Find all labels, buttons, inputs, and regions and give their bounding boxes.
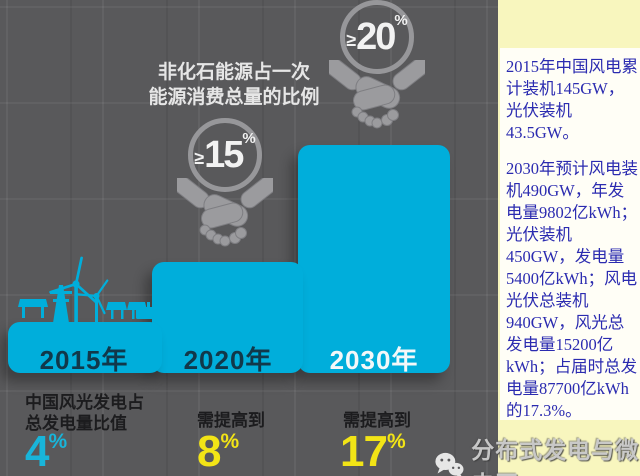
badge-ring (340, 0, 414, 74)
geq-symbol: ≥ (346, 29, 357, 50)
percent-symbol: % (394, 12, 408, 29)
wind-solar-skyline-icon (18, 256, 154, 323)
share-number: 17 (340, 427, 388, 476)
chart-title: 非化石能源占一次 能源消费总量的比例 (148, 60, 320, 110)
watermark: 分布式发电与微电网 (434, 431, 640, 476)
share-value-2030: 17% (340, 430, 406, 474)
footnote-share-2020: 需提高到 (197, 411, 265, 430)
footnote-share-2030: 需提高到 (343, 411, 411, 430)
footnote-line2: 总发电量比值 (25, 414, 127, 433)
share-number: 8 (197, 427, 222, 476)
bar-2020 (152, 262, 303, 373)
percent-symbol: % (242, 130, 256, 147)
share-value-2020: 8% (197, 430, 239, 474)
percent-symbol: % (386, 430, 406, 453)
percent-symbol: % (48, 430, 68, 453)
badge-text: ≥20% (329, 0, 425, 74)
footnote-share-2015: 中国风光发电占 总发电量比值 (25, 392, 144, 434)
sidebar: 2015年中国风电累计装机145GW，光伏装机43.5GW。 2030年预计风电… (498, 0, 640, 476)
footnote-line1: 中国风光发电占 (25, 393, 144, 412)
bar-label-2030: 2030年 (329, 345, 419, 375)
bar-label-2020: 2020年 (183, 345, 273, 375)
chart-title-line2: 能源消费总量的比例 (148, 87, 320, 108)
share-number: 4 (25, 427, 50, 476)
badge-value: 20 (356, 16, 396, 58)
sidebar-paragraph-2015: 2015年中国风电累计装机145GW，光伏装机43.5GW。 (506, 57, 638, 142)
sidebar-paragraph-2030: 2030年预计风电装机490GW，年发电量9802亿kWh；光伏装机450GW，… (506, 159, 638, 420)
bar-label-2015: 2015年 (39, 345, 129, 375)
badge-text: ≥15% (177, 118, 273, 192)
handshake-icon (177, 178, 273, 247)
handshake-icon (329, 60, 425, 129)
geq-symbol: ≥ (194, 147, 205, 168)
chart-area: 非化石能源占一次 能源消费总量的比例 2015年 2020年 2030年 (0, 0, 498, 476)
bar-2015 (8, 322, 162, 373)
badge-ring (188, 118, 262, 192)
percent-symbol: % (220, 430, 240, 453)
watermark-label: 分布式发电与微电网 (471, 437, 640, 476)
badge-value: 15 (204, 134, 244, 176)
chart-title-line1: 非化石能源占一次 (157, 62, 310, 83)
target-badge-2030: ≥20% (329, 0, 425, 140)
share-value-2015: 4% (25, 430, 67, 474)
wechat-icon (435, 452, 464, 476)
sidebar-note-box: 2015年中国风电累计装机145GW，光伏装机43.5GW。 2030年预计风电… (500, 48, 640, 420)
bar-2030 (298, 145, 450, 373)
target-badge-2020: ≥15% (177, 118, 273, 258)
